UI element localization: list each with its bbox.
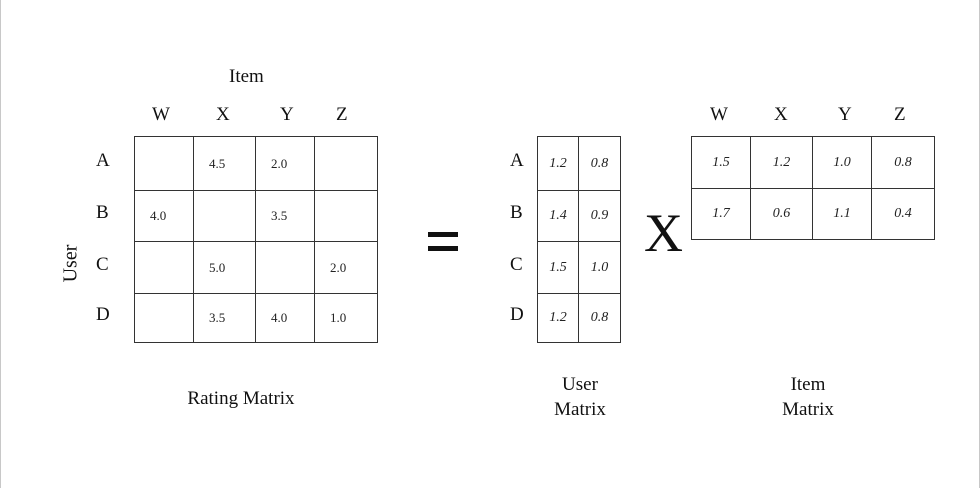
user-matrix-cell: 0.9 [579, 191, 620, 242]
user-matrix-caption: User Matrix [530, 372, 630, 422]
rating-cell [194, 191, 256, 242]
item-col-y: Y [838, 104, 852, 125]
item-matrix-cell: 1.0 [813, 137, 872, 189]
user-matrix-caption-line2: Matrix [554, 399, 606, 420]
rating-row-b: B [96, 202, 109, 223]
user-matrix-cell: 1.5 [538, 242, 579, 294]
rating-matrix-caption: Rating Matrix [187, 388, 295, 409]
frame-left-border [0, 0, 1, 488]
rating-cell: 3.5 [256, 191, 315, 242]
item-matrix-caption-line2: Matrix [782, 399, 834, 420]
rating-cell: 4.0 [256, 294, 315, 342]
item-col-w: W [710, 104, 728, 125]
item-matrix-cell: 1.7 [692, 189, 751, 239]
rating-cell [315, 137, 377, 191]
user-row-d: D [510, 304, 524, 325]
item-matrix-cell: 1.2 [751, 137, 813, 189]
rating-cell [135, 137, 194, 191]
rating-row-a: A [96, 150, 110, 171]
rating-cell: 1.0 [330, 310, 347, 325]
rating-col-x: X [216, 104, 230, 125]
rating-cell: 4.0 [135, 191, 194, 242]
user-matrix-cell: 1.0 [579, 242, 620, 294]
rating-col-z: Z [336, 104, 348, 125]
rating-cell [315, 191, 377, 242]
user-matrix-grid: 1.2 0.8 1.4 0.9 1.5 1.0 1.2 0.8 [537, 136, 621, 343]
rating-cell: 5.0 [194, 242, 256, 294]
rating-row-c: C [96, 254, 109, 275]
item-matrix-caption: Item Matrix [758, 372, 858, 422]
rating-matrix-item-title: Item [229, 66, 264, 87]
rating-cell: 2.0 [315, 242, 377, 294]
rating-row-d: D [96, 304, 110, 325]
user-row-b: B [510, 202, 523, 223]
rating-matrix-grid: 4.5 2.0 4.0 3.5 5.0 2.0 3.5 4.0 1.0 [134, 136, 378, 343]
item-matrix-cell: 0.4 [894, 206, 912, 221]
item-matrix-grid: 1.5 1.2 1.0 0.8 1.7 0.6 1.1 0.4 [691, 136, 935, 240]
user-matrix-cell: 0.8 [579, 137, 620, 191]
rating-cell: 3.5 [194, 294, 256, 342]
rating-col-y: Y [280, 104, 294, 125]
item-matrix-cell: 1.1 [813, 189, 872, 239]
rating-cell: 4.5 [194, 137, 256, 191]
rating-cell [256, 242, 315, 294]
user-matrix-cell: 1.2 [538, 137, 579, 191]
item-matrix-caption-line1: Item [790, 374, 826, 395]
rating-cell: 2.0 [256, 137, 315, 191]
equals-sign [428, 232, 458, 254]
item-col-z: Z [894, 104, 906, 125]
user-matrix-caption-line1: User [562, 374, 598, 395]
rating-col-w: W [152, 104, 170, 125]
user-matrix-cell: 1.4 [538, 191, 579, 242]
rating-user-axis-label: User [59, 244, 82, 283]
item-matrix-cell: 1.5 [692, 137, 751, 189]
multiply-symbol: X [644, 203, 683, 263]
user-row-a: A [510, 150, 524, 171]
rating-cell [135, 242, 194, 294]
user-row-c: C [510, 254, 523, 275]
item-matrix-cell: 0.8 [872, 137, 934, 189]
rating-cell [135, 294, 194, 342]
user-matrix-cell: 0.8 [590, 310, 609, 325]
item-matrix-cell: 0.6 [751, 189, 813, 239]
user-matrix-cell: 1.2 [538, 294, 579, 342]
item-col-x: X [774, 104, 788, 125]
